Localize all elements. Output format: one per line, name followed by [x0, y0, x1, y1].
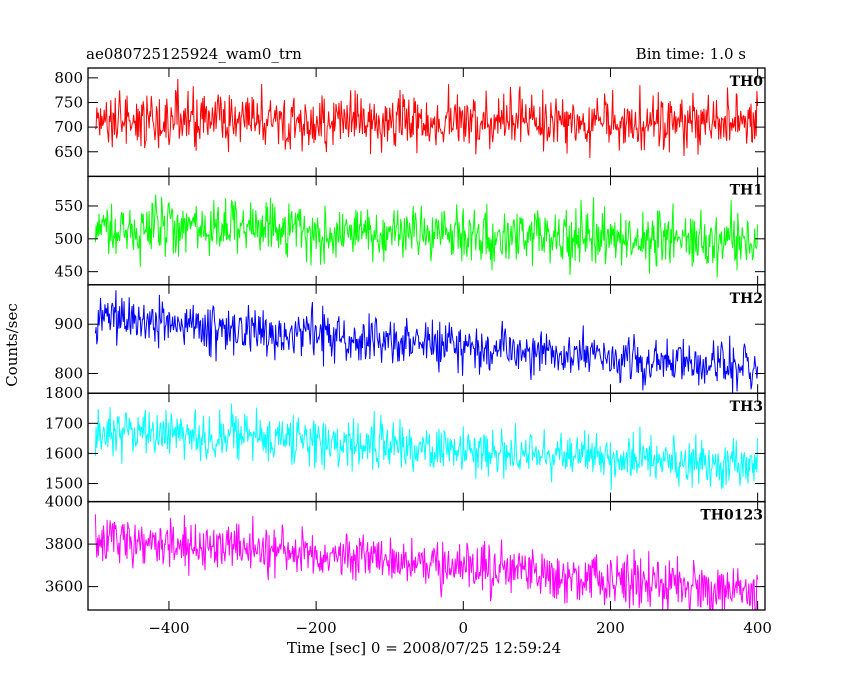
panel-th1: 450 500 550 TH1: [54, 175, 766, 286]
series-th0-line: [94, 79, 759, 158]
y-tick-label: 1700: [45, 414, 83, 432]
y-tick-label: 800: [54, 364, 83, 382]
y-tick-label: 500: [54, 230, 83, 248]
x-tick-label: 200: [596, 619, 625, 637]
y-tick-label: 3800: [45, 535, 83, 553]
panel-label: TH1: [730, 182, 763, 198]
y-tick-label: 3600: [45, 578, 83, 596]
x-tick-label: 0: [459, 619, 469, 637]
panel-label: TH3: [730, 399, 763, 415]
y-tick-label: 900: [54, 315, 83, 333]
y-tick-label: 1500: [45, 475, 83, 493]
panel-th3: 1500 1600 1700 1800 TH3: [45, 384, 766, 503]
series-th1-line: [94, 194, 759, 278]
panel-frame: [87, 392, 766, 503]
panel-frame: [87, 500, 766, 611]
y-tick-label: 450: [54, 263, 83, 281]
panel-label: TH0: [730, 74, 764, 90]
x-tick-label: −400: [148, 619, 189, 637]
panel-label: TH2: [730, 291, 763, 307]
x-tick-label: −200: [296, 619, 337, 637]
series-th2-line: [94, 290, 759, 394]
y-axis-label: Counts/sec: [3, 303, 21, 387]
panel-label: TH0123: [700, 508, 763, 524]
panel-th2: 800 900 TH2: [54, 284, 766, 394]
y-tick-label: 700: [54, 118, 83, 136]
y-tick-label: 1800: [45, 384, 83, 402]
x-tick-label: 400: [743, 619, 772, 637]
y-tick-label: 750: [54, 93, 83, 111]
panels-group: 650 700 750 800 TH0 450 500 550 TH1 800 900 TH2 1500…: [45, 67, 766, 611]
y-tick-label: 4000: [45, 493, 83, 511]
chart-title-left: ae080725125924_wam0_trn: [86, 45, 302, 63]
series-th3-line: [94, 403, 759, 491]
y-tick-label: 1600: [45, 444, 83, 462]
panel-th0: 650 700 750 800 TH0: [54, 67, 766, 178]
x-axis-label: Time [sec] 0 = 2008/07/25 12:59:24: [287, 639, 561, 657]
panel-th0123: 3600 3800 4000 TH0123: [45, 493, 766, 611]
series-th0123-line: [94, 514, 759, 611]
y-tick-label: 650: [54, 143, 83, 161]
x-axis: −400 −200 0 200 400: [148, 619, 772, 637]
y-tick-label: 550: [54, 197, 83, 215]
y-tick-label: 800: [54, 69, 83, 87]
chart-title-right: Bin time: 1.0 s: [636, 45, 746, 63]
